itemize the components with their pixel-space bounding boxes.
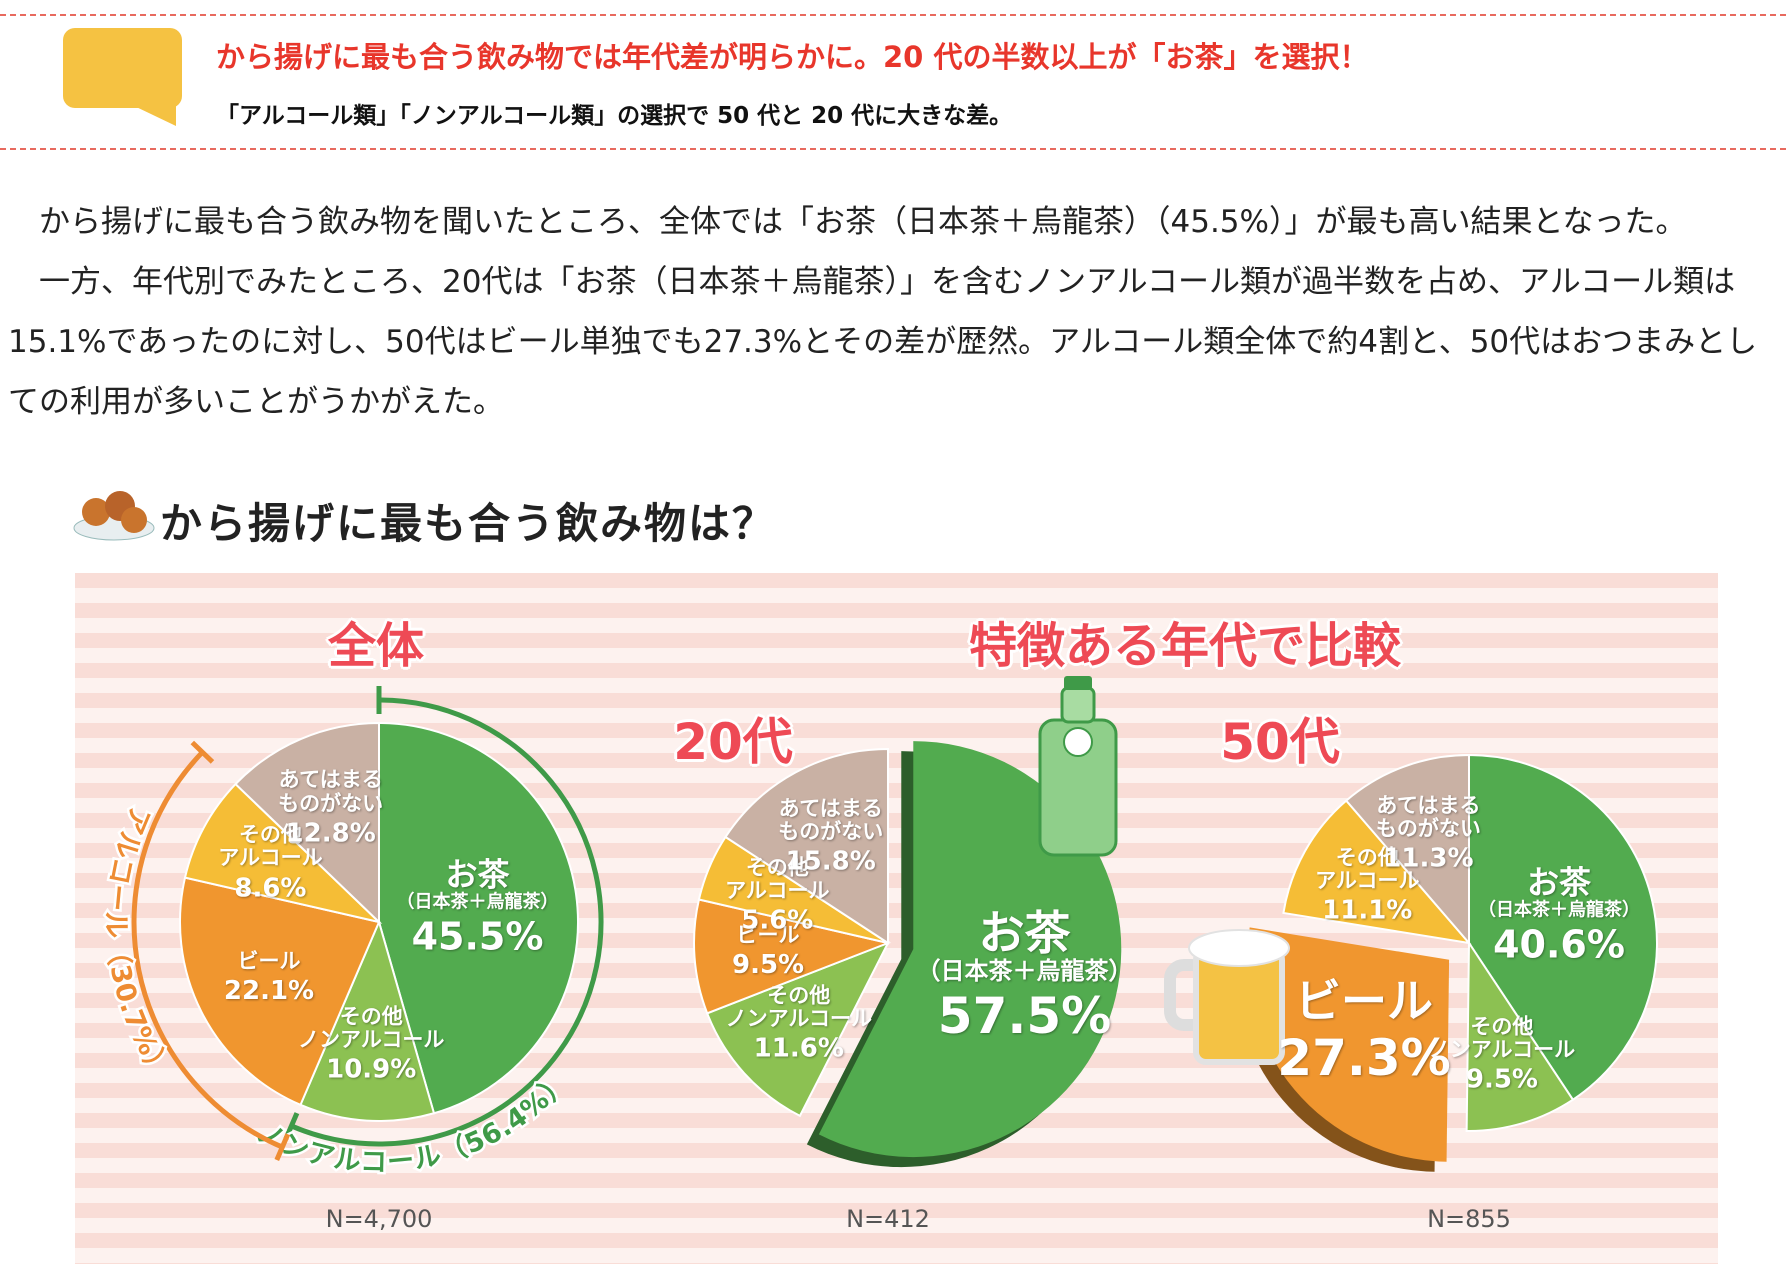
pie-slice [1465, 939, 1575, 1132]
value-label: 11.3% [1383, 843, 1474, 874]
sample-size: N=4,700 [325, 1205, 433, 1233]
category-label: あてはまる ものがない [1375, 793, 1481, 841]
category-label: お茶 [978, 905, 1071, 960]
section-title: から揚げに最も合う飲み物は？ [160, 499, 777, 548]
pie-slice [183, 782, 383, 924]
pie-slice [1247, 927, 1450, 1162]
pie-slice [1282, 799, 1472, 945]
pie-slice [179, 876, 381, 1107]
category-label: その他 ノンアルコール [1428, 1014, 1576, 1062]
header-subtitle: 「アルコール類」「ノンアルコール類」の選択で 50 代と 20 代に大きな差。 [216, 103, 1013, 129]
slice-label: あてはまる ものがない 12.8% [278, 768, 384, 849]
speech-bubble [63, 28, 182, 108]
karaage-icon [82, 498, 110, 526]
category-note: （日本茶＋烏龍茶） [1478, 899, 1640, 921]
category-label: あてはまる ものがない [278, 768, 384, 816]
pie-slice [234, 721, 380, 925]
value-label: 57.5% [937, 986, 1112, 1045]
pie-slice [693, 898, 892, 1015]
value-label: 15.8% [785, 847, 876, 878]
body-text: から揚げに最も合う飲み物を聞いたところ、全体では「お茶（日本茶＋烏龍茶）（45.… [8, 192, 1780, 432]
slice-label: その他 アルコール 8.6% [218, 822, 323, 904]
bottle-icon [1038, 676, 1118, 857]
value-label: 12.8% [285, 818, 376, 849]
value-label: 22.1% [223, 976, 315, 1007]
bottle-badge [1063, 727, 1093, 757]
slice-label: あてはまる ものがない 15.8% [778, 796, 884, 878]
value-label: 40.6% [1493, 922, 1625, 967]
slice-label: その他 ノンアルコール 11.6% [726, 984, 872, 1063]
pie-title: 20代 [673, 713, 793, 771]
category-label: その他 アルコール [1315, 845, 1420, 893]
divider [0, 148, 1786, 150]
pie-slice [378, 721, 580, 1115]
comparison-heading: 特徴ある年代で比較 [968, 618, 1402, 674]
category-label: ビール [237, 949, 301, 974]
speech-bubble-tail [130, 104, 176, 126]
mug-foam [1188, 929, 1290, 967]
header-title: から揚げに最も合う飲み物では年代差が明らかに。20 代の半数以上が「お茶」を選択… [216, 40, 1369, 74]
category-label: お茶 [445, 855, 510, 894]
value-label: 8.6% [234, 873, 307, 904]
slice-label: お茶 （日本茶＋烏龍茶） 40.6% [1478, 865, 1640, 966]
value-label: 11.1% [1322, 895, 1413, 926]
slice-label: あてはまる ものがない 11.3% [1376, 794, 1481, 873]
karaage-icon [121, 507, 147, 533]
slice-label: お茶 （日本茶＋烏龍茶） 45.5% [396, 855, 559, 959]
value-label: 11.6% [753, 1033, 844, 1064]
paragraph: 一方、年代別でみたところ、20代は「お茶（日本茶＋烏龍茶）」を含むノンアルコール… [8, 264, 1758, 420]
divider [0, 14, 1786, 16]
value-label: 45.5% [411, 914, 544, 959]
slice-label: ビール 27.3% [1277, 976, 1450, 1086]
category-label: お茶 [1526, 863, 1591, 902]
sample-size: N=412 [846, 1205, 930, 1233]
sample-size: N=855 [1427, 1205, 1511, 1233]
category-note: （日本茶＋烏龍茶） [396, 891, 559, 913]
category-label: その他 アルコール [218, 822, 323, 871]
slice-label: その他 ノンアルコール 9.5% [1429, 1015, 1575, 1094]
slice-label: その他 ノンアルコール 10.9% [298, 1004, 445, 1085]
slice-label: お茶 （日本茶＋烏龍茶） 57.5% [917, 908, 1133, 1044]
group-arc [290, 697, 604, 1147]
category-label: ビール [1295, 974, 1434, 1029]
pie-title: 50代 [1220, 713, 1340, 771]
pie-slice [705, 941, 891, 1118]
pie-slice [299, 919, 436, 1122]
value-label: 9.5% [1465, 1064, 1538, 1095]
category-note: （日本茶＋烏龍茶） [916, 957, 1133, 986]
group-arc-cap [190, 740, 215, 764]
value-label: 9.5% [731, 949, 805, 980]
slice-label: ビール 9.5% [731, 922, 805, 980]
category-label: あてはまる ものがない [778, 796, 884, 844]
slice-label: その他 アルコール 5.6% [725, 855, 830, 936]
pie-slice [1344, 753, 1470, 946]
paragraph: から揚げに最も合う飲み物を聞いたところ、全体では「お茶（日本茶＋烏龍茶）（45.… [39, 204, 1687, 240]
pie-slice [724, 747, 889, 945]
beer-icon [1164, 929, 1290, 1065]
slice-label: その他 アルコール 11.1% [1315, 845, 1420, 926]
group-arc-cap [274, 1133, 291, 1161]
category-label: その他 アルコール [725, 855, 830, 903]
value-label: 27.3% [1277, 1028, 1451, 1087]
category-label: ビール [736, 922, 800, 947]
group-arc [131, 750, 284, 1150]
category-label: その他 ノンアルコール [725, 983, 872, 1031]
pie-title: 全体 [327, 618, 425, 674]
bottle-cap [1064, 676, 1092, 690]
bottle-neck [1060, 686, 1096, 724]
value-label: 10.9% [326, 1054, 417, 1085]
value-label: 5.6% [741, 905, 814, 936]
category-label: その他 ノンアルコール [298, 1004, 445, 1052]
slice-label: ビール 22.1% [223, 949, 315, 1007]
